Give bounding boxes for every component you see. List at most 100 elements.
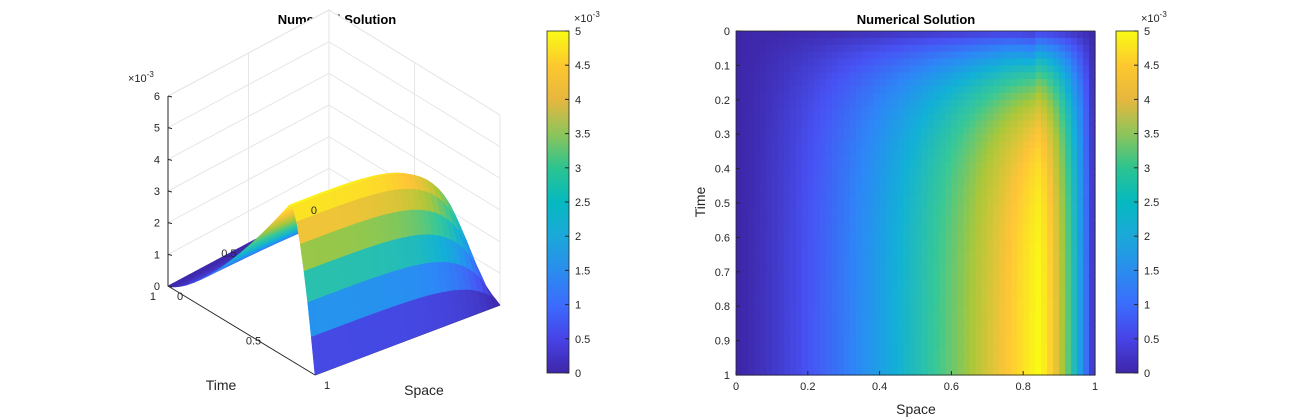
heatmap-cell — [963, 37, 970, 46]
heatmap-cell — [999, 168, 1006, 177]
heatmap-cell — [975, 189, 982, 197]
heatmap-cell — [903, 326, 911, 335]
heatmap-cell — [813, 99, 821, 108]
heatmap-cell — [753, 65, 761, 73]
heatmap-cell — [987, 313, 994, 321]
heatmap-cell — [975, 141, 982, 149]
heatmap-cell — [741, 313, 749, 321]
heatmap-cell — [915, 72, 923, 80]
heatmap-cell — [1083, 319, 1090, 328]
heatmap-cell — [1053, 37, 1060, 46]
heatmap-cell — [1005, 313, 1012, 321]
heatmap-cell — [813, 354, 821, 362]
heatmap-cell — [1047, 86, 1054, 94]
heatmap-cell — [837, 209, 845, 218]
heatmap-cell — [1011, 209, 1018, 218]
heatmap-cell — [939, 72, 947, 80]
heatmap-cell — [969, 58, 976, 66]
heatmap-cell — [1059, 120, 1066, 128]
heatmap-cell — [1053, 354, 1060, 362]
heatmap-cell — [807, 58, 815, 66]
heatmap-cell — [915, 313, 923, 321]
heatmap-cell — [939, 147, 947, 156]
heatmap-cell — [873, 141, 881, 149]
heatmap-cell — [915, 154, 923, 163]
heatmap-cell — [915, 58, 923, 66]
heatmap-cell — [1047, 196, 1054, 204]
heatmap-cell — [807, 285, 815, 294]
heatmap-cell — [987, 106, 994, 115]
heatmap-cell — [753, 361, 761, 369]
heatmap-cell — [843, 361, 851, 369]
heatmap-cell — [1041, 264, 1048, 273]
heatmap-cell — [1035, 99, 1042, 108]
heatmap-cell — [741, 326, 749, 335]
heatmap-cell — [999, 58, 1006, 66]
heatmap-cell — [951, 299, 958, 307]
heatmap-cell — [939, 37, 947, 46]
heatmap-cell — [747, 292, 755, 300]
heatmap-cell — [885, 65, 893, 73]
heatmap-cell — [753, 51, 761, 60]
heatmap-cell — [921, 113, 929, 122]
heatmap-cell — [867, 230, 875, 238]
heatmap-cell — [843, 209, 851, 218]
heatmap-cell — [885, 196, 893, 204]
heatmap-cell — [843, 92, 851, 101]
heatmap-cell — [855, 86, 863, 94]
heatmap-cell — [885, 86, 893, 94]
heatmap-cell — [957, 134, 964, 142]
heatmap-cell — [849, 92, 857, 101]
heatmap-cell — [885, 292, 893, 300]
heatmap-cell — [921, 79, 929, 87]
heatmap-cell — [813, 92, 821, 101]
heatmap-cell — [741, 340, 749, 349]
heatmap-cell — [1059, 306, 1066, 314]
heatmap-cell — [765, 209, 773, 218]
heatmap-cell — [849, 237, 857, 245]
heatmap-cell — [1083, 161, 1090, 170]
heatmap-cell — [1023, 106, 1030, 115]
heatmap-cell — [903, 244, 911, 252]
heatmap-cell — [1077, 44, 1084, 53]
heatmap-cell — [753, 264, 761, 273]
heatmap-cell — [879, 333, 887, 342]
heatmap-cell — [1029, 203, 1036, 211]
heatmap-cell — [963, 31, 970, 39]
heatmap-cell — [807, 168, 815, 177]
heatmap-cell — [963, 223, 970, 232]
heatmap-cell — [933, 347, 941, 355]
heatmap-cell — [915, 141, 923, 149]
heatmap-cell — [1035, 196, 1042, 204]
heatmap-cell — [1011, 237, 1018, 245]
heatmap-cell — [801, 313, 809, 321]
heatmap-cell — [903, 313, 911, 321]
heatmap-cell — [993, 237, 1000, 245]
heatmap-cell — [1065, 216, 1072, 225]
heatmap-cell — [1059, 347, 1066, 355]
heatmap-title: Numerical Solution — [857, 12, 976, 27]
heatmap-cell — [837, 182, 845, 190]
heatmap-cell — [951, 354, 958, 362]
heatmap-cell — [1059, 196, 1066, 204]
heatmap-cell — [891, 278, 899, 287]
heatmap-cell — [879, 319, 887, 328]
heatmap-cell — [1077, 319, 1084, 328]
heatmap-cell — [915, 147, 923, 156]
heatmap-cell — [1047, 223, 1054, 232]
heatmap-cell — [741, 189, 749, 197]
heatmap-cell — [855, 209, 863, 218]
heatmap-cell — [789, 347, 797, 355]
heatmap-cell — [825, 161, 833, 170]
heatmap-cell — [873, 58, 881, 66]
heatmap-cell — [831, 209, 839, 218]
heatmap-cell — [1041, 31, 1048, 39]
heatmap-cell — [1029, 354, 1036, 362]
heatmap-cell — [736, 92, 743, 101]
heatmap-cell — [736, 230, 743, 238]
heatmap-cell — [736, 244, 743, 252]
heatmap-cell — [837, 154, 845, 163]
heatmap-cell — [777, 72, 785, 80]
heatmap-cell — [939, 216, 947, 225]
heatmap-cell — [921, 237, 929, 245]
